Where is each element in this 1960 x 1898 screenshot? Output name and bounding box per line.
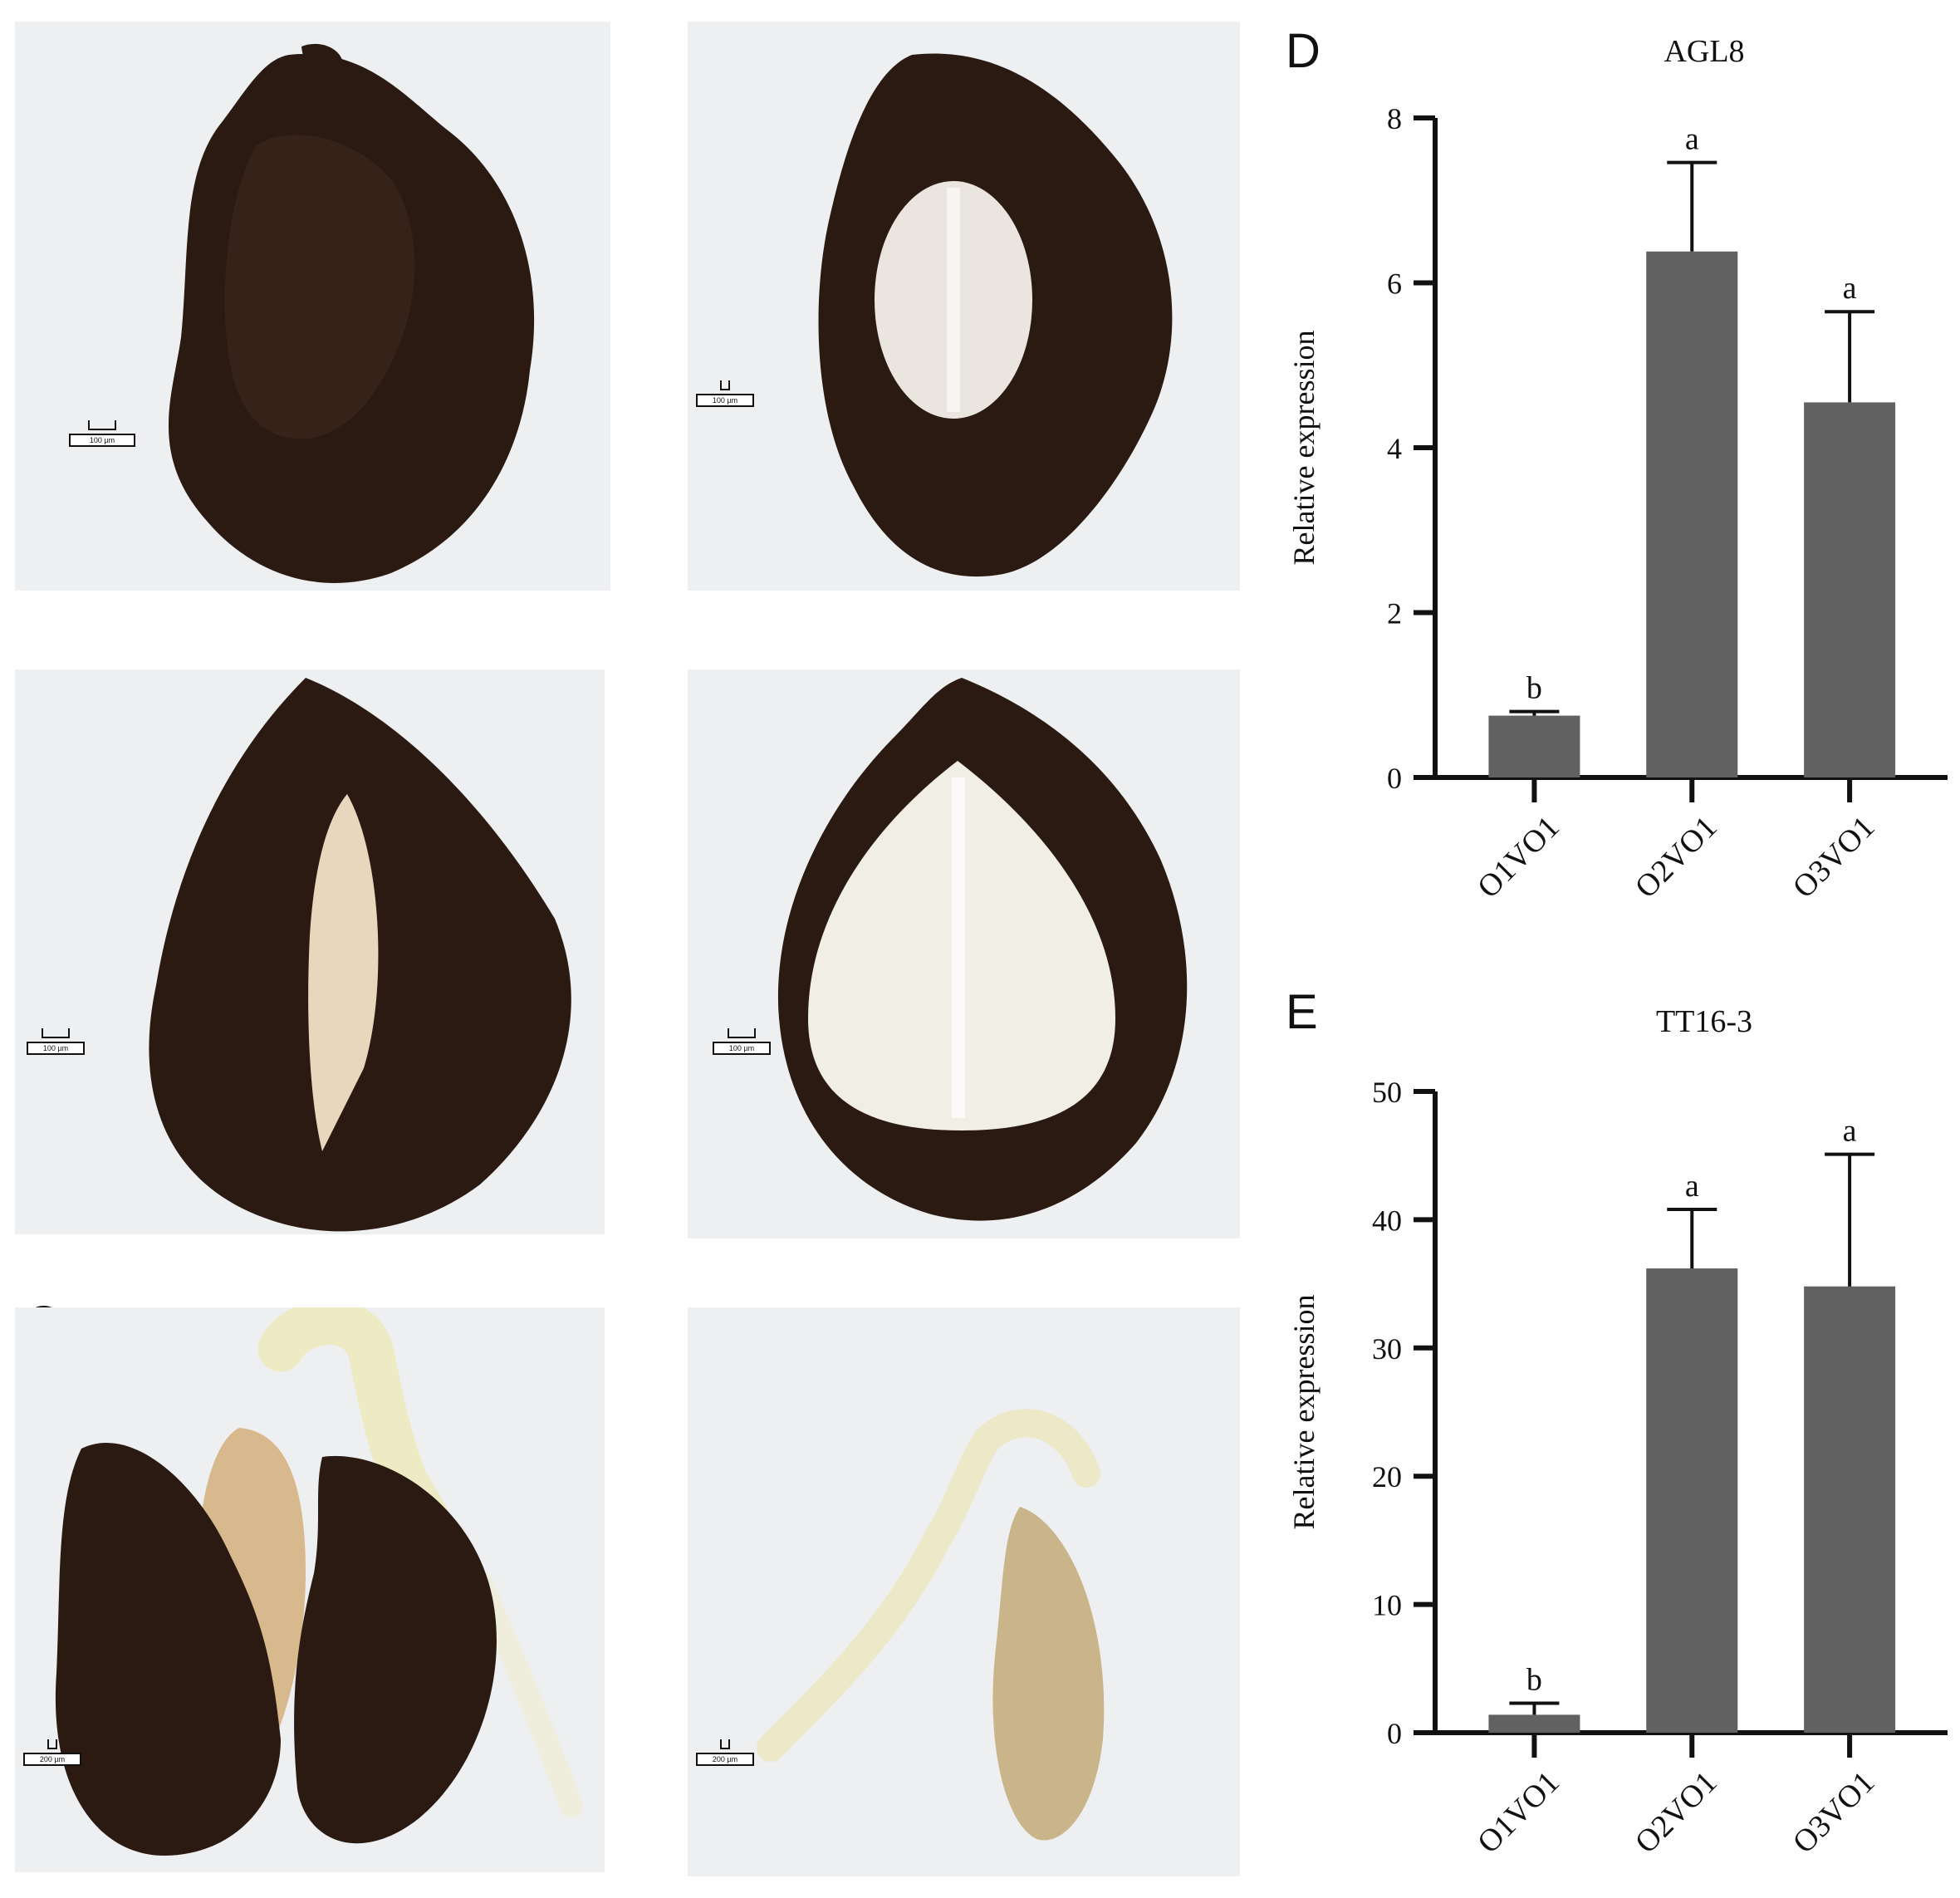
significance-label: a [1843,1114,1857,1149]
significance-label: b [1526,671,1542,706]
scale-bar-label: 200 µm [696,1753,754,1766]
scale-bar-a-right: 100 µm [696,380,754,407]
x-tick-label: O2VO1 [1629,810,1724,905]
scale-bar-b-right: 100 µm [713,1028,771,1055]
bar [1804,1286,1896,1733]
y-tick-label: 20 [1372,1460,1402,1493]
bar [1646,251,1738,777]
scale-bar-b-left: 100 µm [27,1028,85,1055]
bar [1646,1268,1738,1733]
x-tick-label: O3VO1 [1786,810,1882,905]
scale-bar-c-left: 200 µm [23,1739,81,1766]
scale-bar-c-right: 200 µm [696,1739,754,1766]
chart-tt16-3-svg: TT16-3 Relative expression 0 10 20 30 40 50 b O1V… [1287,1004,1948,1861]
seed-photo-c-seedling: 200 µm [688,1307,1240,1876]
seed-photo-c-germinating: 200 µm [15,1307,605,1872]
y-axis-label: Relative expression [1287,331,1321,566]
significance-label: a [1685,1169,1699,1204]
significance-label: b [1526,1662,1542,1697]
significance-label: a [1843,271,1857,306]
x-tick-label: O1VO1 [1471,810,1566,905]
chart-agl8-svg: AGL8 Relative expression 0 2 4 6 8 b O1VO1 a O2VO1… [1287,34,1948,905]
y-tick-label: 6 [1387,267,1402,301]
seed-split-illustration [149,678,571,1232]
x-tick-label: O3VO1 [1786,1765,1882,1861]
scale-bar-label: 100 µm [713,1042,771,1055]
seed-intact-illustration [169,43,535,583]
scale-bar-label: 100 µm [69,434,135,447]
scale-bar-label: 100 µm [27,1042,85,1055]
y-tick-label: 8 [1387,102,1402,135]
x-tick-label: O2VO1 [1629,1765,1724,1861]
bar [1488,715,1580,777]
y-tick-label: 0 [1387,762,1402,795]
y-axis-label: Relative expression [1287,1295,1321,1530]
seed-opened-illustration [818,53,1173,577]
scale-bar-a-left: 100 µm [69,420,135,447]
seed-photo-a-opened: 100 µm [688,22,1240,591]
seed-photo-b-split: 100 µm [15,669,605,1234]
panel-label-e: E [1286,985,1318,1039]
bar [1804,402,1896,777]
seed-opened-b-illustration [777,678,1188,1221]
seed-photo-b-opened: 100 µm [688,669,1240,1238]
y-tick-label: 4 [1387,432,1402,465]
chart-title: TT16-3 [1656,1005,1752,1039]
y-tick-label: 30 [1372,1332,1402,1366]
y-tick-label: 40 [1372,1204,1402,1237]
significance-label: a [1685,122,1699,157]
y-tick-label: 50 [1372,1076,1402,1109]
seedling-illustration [757,1409,1105,1841]
x-tick-label: O1VO1 [1471,1765,1566,1861]
scale-bar-label: 100 µm [696,394,754,407]
panel-label-d: D [1286,24,1321,78]
y-tick-label: 0 [1387,1717,1402,1750]
scale-bar-label: 200 µm [23,1753,81,1766]
y-tick-label: 10 [1372,1589,1402,1622]
seed-germinating-illustration [55,1307,583,1856]
seed-photo-a-intact: 100 µm [15,22,610,591]
chart-agl8: AGL8 Relative expression 0 2 4 6 8 b O1VO1 a O2VO1… [1279,33,1960,972]
y-tick-label: 2 [1387,597,1402,630]
chart-title: AGL8 [1664,34,1744,69]
chart-tt16-3: TT16-3 Relative expression 0 10 20 30 40 50 b O1V… [1279,1004,1960,1894]
bar [1488,1714,1580,1733]
